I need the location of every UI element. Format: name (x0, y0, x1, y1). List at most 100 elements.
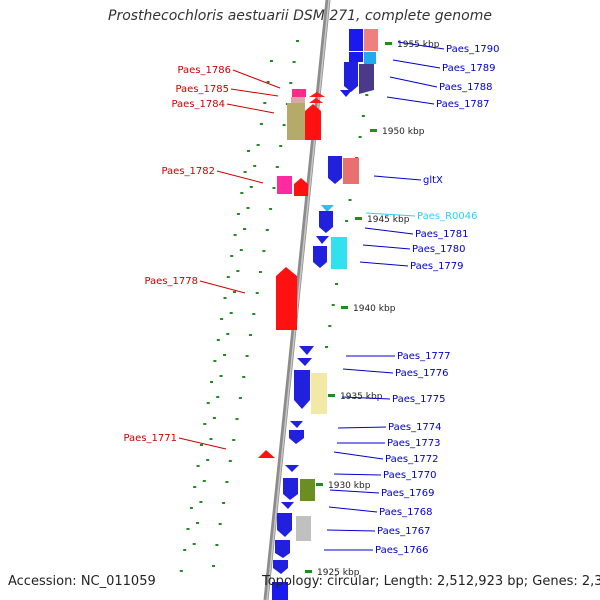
accession-label: Accession: NC_011059 (8, 574, 156, 589)
tick-dot (263, 102, 267, 104)
gene-paes-1786[interactable] (292, 89, 325, 97)
tick-dot (196, 522, 200, 524)
gene-label-paes-1779[interactable]: Paes_1779 (359, 261, 464, 272)
tick-dot (212, 565, 215, 567)
tick-dot (222, 502, 226, 504)
tick-dot (358, 136, 362, 138)
gene-paes-1769[interactable] (281, 502, 294, 509)
gene-paes-1779[interactable] (313, 246, 327, 268)
gene-label-paes-r0046[interactable]: Paes_R0046 (365, 211, 477, 222)
gene-label-text: Paes_1787 (436, 99, 490, 110)
tick-dot (255, 292, 259, 294)
leader-line (232, 69, 281, 89)
gene-unlabeled-b[interactable] (272, 582, 288, 600)
gene-label-text: Paes_1772 (385, 454, 439, 465)
gene-paes-1778[interactable] (276, 267, 297, 330)
gene-label-text: Paes_1784 (171, 99, 225, 110)
leader-line (342, 368, 394, 374)
gene-paes-1785[interactable] (291, 97, 323, 103)
gene-gltx[interactable] (328, 156, 359, 184)
gene-paes-1790[interactable] (349, 29, 378, 51)
tick-dot (239, 249, 243, 251)
tick-dot (246, 207, 250, 209)
gene-label-paes-1781[interactable]: Paes_1781 (364, 227, 469, 240)
gene-paes-1767[interactable] (296, 516, 311, 541)
gene-paes-1768[interactable] (277, 513, 292, 537)
gene-paes-1781[interactable] (319, 211, 333, 233)
tick-dot (348, 199, 352, 201)
gene-label-paes-1785[interactable]: Paes_1785 (175, 84, 279, 97)
tick-dot (253, 165, 257, 167)
gene-label-paes-1766[interactable]: Paes_1766 (324, 545, 429, 556)
gene-label-paes-1775[interactable]: Paes_1775 (341, 394, 446, 405)
gene-paes-1780[interactable] (316, 236, 347, 269)
gene-paes-1788[interactable] (344, 62, 374, 94)
forward-genes (272, 29, 378, 600)
gene-label-paes-1767[interactable]: Paes_1767 (326, 526, 431, 537)
leader-line (333, 451, 384, 460)
tick-dot (275, 166, 279, 168)
gene-paes-1784[interactable] (287, 103, 321, 140)
gene-label-paes-1777[interactable]: Paes_1777 (346, 351, 451, 362)
tick-dot (193, 486, 197, 488)
leader-line (230, 88, 279, 97)
gene-paes-1772[interactable] (285, 465, 299, 472)
gene-unlabeled-a[interactable] (273, 560, 288, 574)
gene-label-paes-1787[interactable]: Paes_1787 (386, 96, 490, 110)
gene-paes-1770[interactable] (283, 478, 315, 501)
gene-label-paes-1770[interactable]: Paes_1770 (333, 470, 437, 481)
leader-line (216, 170, 264, 184)
gene-label-paes-1788[interactable]: Paes_1788 (389, 76, 493, 93)
gene-label-paes-1784[interactable]: Paes_1784 (171, 99, 275, 114)
tick-dot (225, 481, 229, 483)
leader-line (365, 212, 416, 217)
gene-label-paes-1774[interactable]: Paes_1774 (337, 422, 442, 433)
gene-label-paes-1771[interactable]: Paes_1771 (123, 433, 227, 450)
gene-label-text: Paes_1785 (175, 84, 229, 95)
gene-label-text: Paes_1775 (392, 394, 446, 405)
gene-paes-1775[interactable] (294, 370, 327, 414)
tick-dot (210, 381, 213, 383)
gene-paes-1774[interactable] (290, 421, 303, 428)
gene-label-text: Paes_R0046 (417, 211, 477, 222)
tick-dot (256, 144, 260, 146)
gene-paes-1777[interactable] (299, 346, 314, 355)
gene-label-paes-1780[interactable]: Paes_1780 (362, 244, 466, 255)
leader-line (333, 473, 382, 476)
gene-label-paes-1786[interactable]: Paes_1786 (177, 65, 281, 89)
gene-label-paes-1772[interactable]: Paes_1772 (333, 451, 439, 465)
gene-paes-r0046[interactable] (321, 205, 334, 212)
gene-label-gltx[interactable]: gltX (373, 175, 443, 186)
gene-paes-1771[interactable] (258, 450, 275, 458)
gene-label-paes-1769[interactable]: Paes_1769 (329, 488, 435, 499)
leader-line (373, 175, 422, 181)
gene-paes-1773[interactable] (289, 430, 304, 444)
gene-label-paes-1778[interactable]: Paes_1778 (144, 276, 246, 294)
leader-line (392, 59, 441, 69)
gene-label-paes-1768[interactable]: Paes_1768 (328, 506, 433, 518)
tick-dot (192, 543, 196, 545)
gene-label-paes-1789[interactable]: Paes_1789 (392, 59, 496, 74)
gene-paes-1776[interactable] (297, 358, 312, 366)
gene-label-paes-1776[interactable]: Paes_1776 (342, 368, 449, 379)
gene-paes-1782[interactable] (277, 176, 308, 196)
gene-paes-1766[interactable] (275, 540, 290, 558)
leader-line (389, 76, 438, 88)
gene-label-paes-1773[interactable]: Paes_1773 (337, 438, 441, 449)
leader-line (226, 103, 275, 114)
tick-dot (216, 339, 220, 341)
tick-dot (228, 460, 232, 462)
tick-dot (328, 325, 332, 327)
gene-label-paes-1782[interactable]: Paes_1782 (161, 166, 264, 184)
tick-dot (196, 465, 200, 467)
gene-paes-1789[interactable] (349, 52, 376, 64)
gene-label-text: Paes_1771 (123, 433, 177, 444)
tick-dot (233, 234, 237, 236)
gene-paes-1787[interactable] (340, 90, 352, 97)
gene-label-list: Paes_1790 Paes_1789 Paes_1788 Paes_1787 gltX… (123, 41, 500, 556)
tick-dot (183, 549, 187, 551)
tick-dot (206, 402, 210, 404)
gene-label-paes-1790[interactable]: Paes_1790 (397, 41, 500, 55)
tick-dot (259, 123, 263, 125)
